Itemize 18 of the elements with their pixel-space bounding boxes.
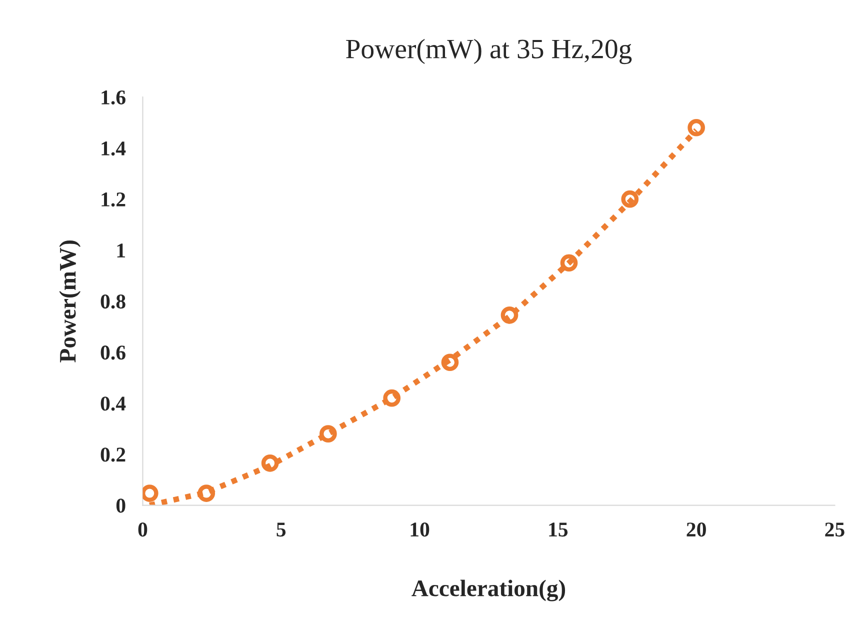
y-tick-label: 0.6 — [100, 346, 126, 360]
y-tick-label: 1.6 — [102, 90, 126, 105]
chart-title: Power(mW) at 35 Hz,20g — [346, 38, 632, 64]
y-axis-title: Power(mW) — [59, 240, 81, 362]
y-tick-label: 0.4 — [100, 396, 126, 411]
x-tick-label: 0 — [138, 522, 148, 537]
y-tick-label: 1.2 — [102, 192, 126, 207]
x-tick-label: 25 — [825, 522, 844, 537]
x-tick-label: 5 — [276, 522, 286, 537]
y-tick-label: 1.4 — [102, 142, 126, 156]
x-axis-title: Acceleration(g) — [412, 580, 566, 602]
x-tick-label: 15 — [549, 522, 568, 537]
y-tick-label: 0.8 — [100, 294, 126, 309]
y-tick-label: 0 — [116, 498, 126, 513]
y-tick-label: 0.2 — [100, 448, 126, 462]
x-tick-label: 20 — [686, 522, 706, 537]
x-tick-label: 10 — [410, 522, 430, 537]
y-tick-label: 1 — [117, 244, 125, 258]
